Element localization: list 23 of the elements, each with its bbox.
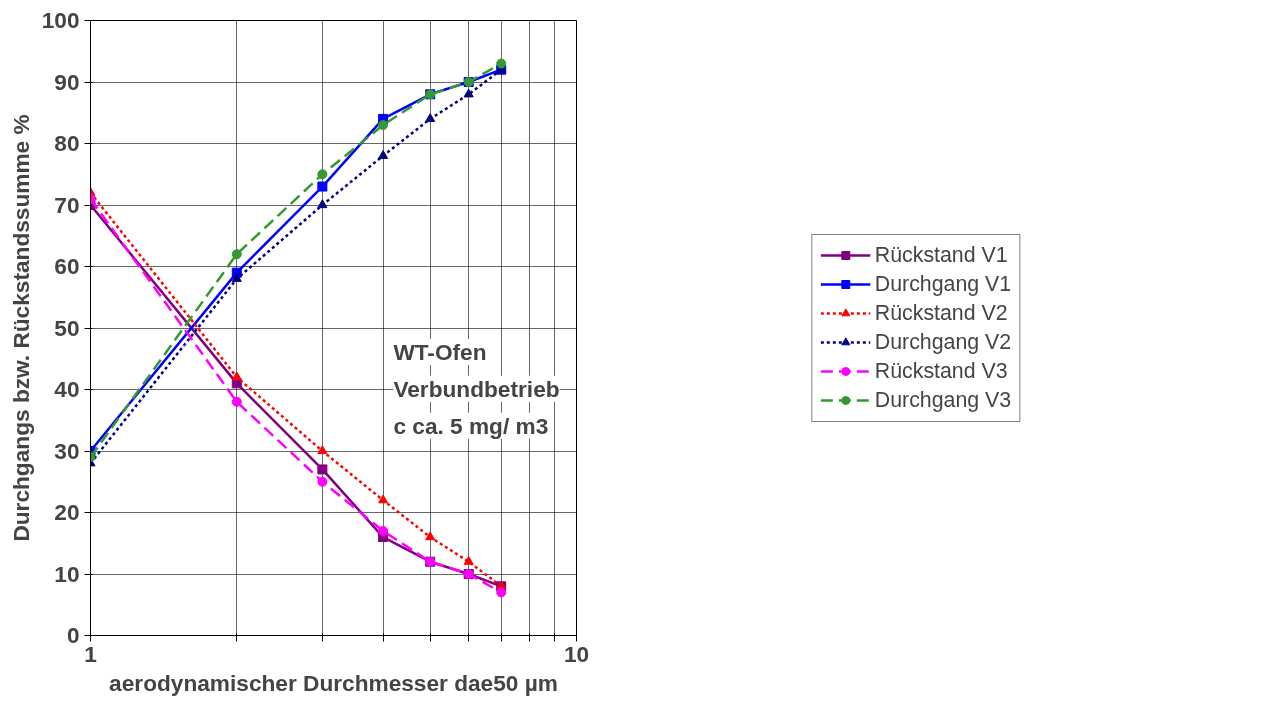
y-tick-label: 50 bbox=[54, 314, 80, 341]
legend-label: Rückstand V1 bbox=[874, 242, 1008, 268]
y-tick-label: 0 bbox=[66, 622, 80, 648]
legend-label: Rückstand V3 bbox=[874, 358, 1008, 384]
legend-label: Rückstand V2 bbox=[874, 300, 1008, 326]
y-tick-label: 90 bbox=[54, 68, 80, 95]
x-axis-title: aerodynamischer Durchmesser dae50 µm bbox=[109, 669, 558, 696]
annotation: WT-Ofen bbox=[393, 338, 487, 365]
y-tick-label: 60 bbox=[54, 253, 80, 279]
y-tick-label: 30 bbox=[54, 437, 80, 464]
legend-label: Durchgang V2 bbox=[874, 329, 1012, 355]
annotation: Verbundbetrieb bbox=[393, 375, 560, 402]
y-tick-label: 100 bbox=[41, 7, 80, 33]
y-tick-label: 80 bbox=[54, 130, 80, 156]
y-tick-label: 70 bbox=[54, 191, 80, 218]
annotation: c ca. 5 mg/ m3 bbox=[393, 412, 549, 439]
y-tick-label: 40 bbox=[54, 376, 80, 402]
y-tick-label: 10 bbox=[54, 560, 80, 587]
x-tick-label: 1 bbox=[84, 640, 97, 667]
legend-label: Durchgang V3 bbox=[874, 387, 1012, 413]
y-tick-label: 20 bbox=[54, 499, 80, 525]
y-axis-title: Durchgangs bzw. Rückstandssumme % bbox=[7, 114, 34, 542]
legend-label: Durchgang V1 bbox=[874, 271, 1012, 297]
